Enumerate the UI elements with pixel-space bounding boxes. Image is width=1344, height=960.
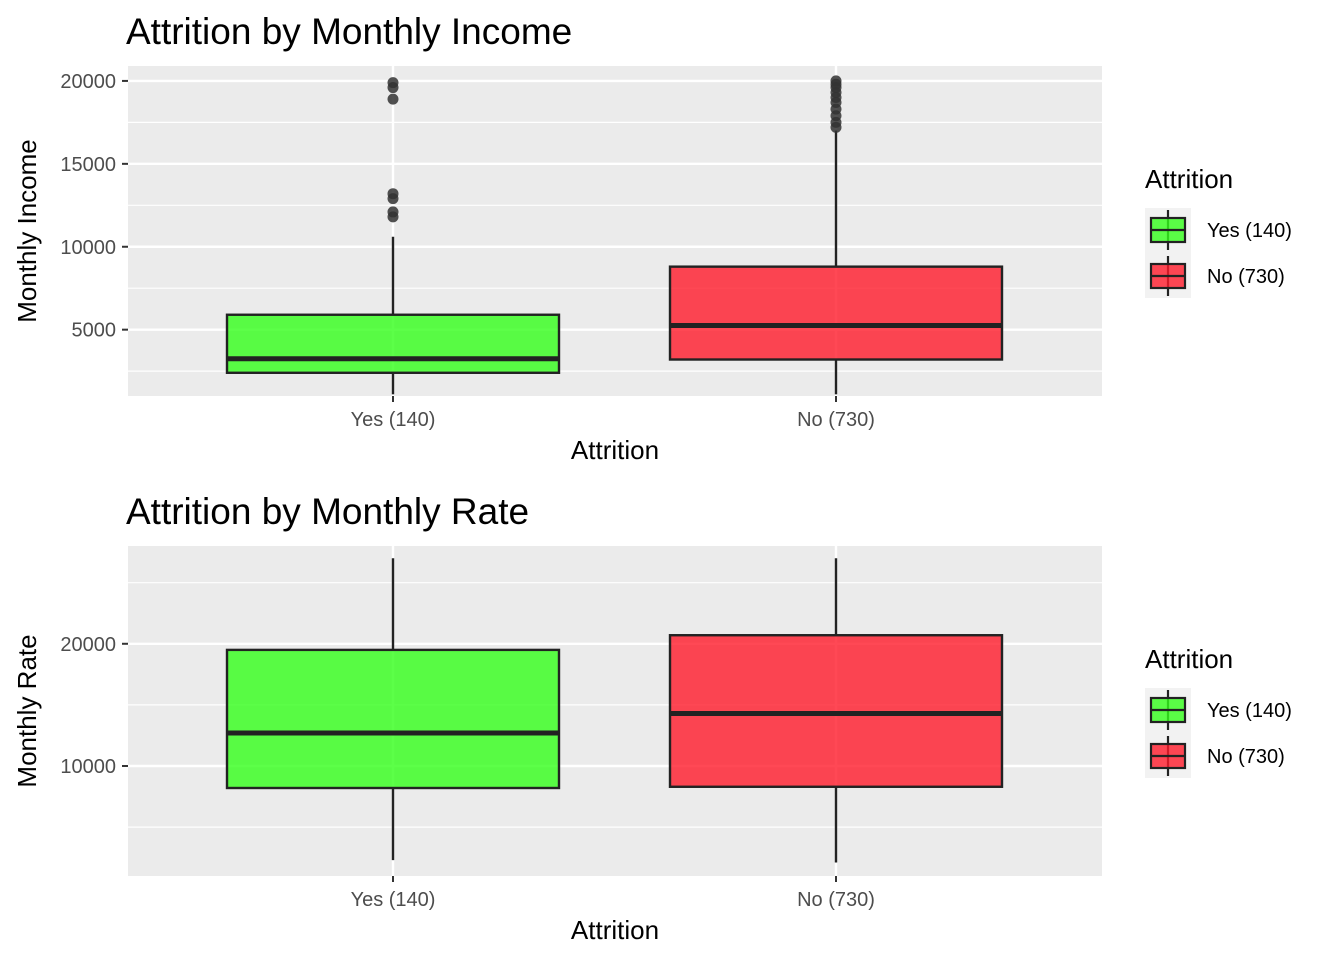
legend: Attrition Yes (140) No (730) <box>1145 644 1292 778</box>
x-tick-label: Yes (140) <box>351 409 436 431</box>
legend-key <box>1149 690 1187 730</box>
legend-key <box>1149 736 1187 776</box>
legend-label: Yes (140) <box>1207 220 1292 242</box>
box-body <box>225 648 561 790</box>
x-axis-title: Attrition <box>571 435 659 465</box>
chart-title: Attrition by Monthly Income <box>126 11 572 52</box>
chart-title: Attrition by Monthly Rate <box>126 491 529 532</box>
rate-chart: Attrition by Monthly Rate 10000 20000 Yes… <box>12 491 1292 945</box>
x-tick-label: No (730) <box>797 889 875 911</box>
y-axis-title: Monthly Rate <box>12 634 42 787</box>
x-tick-label: No (730) <box>797 409 875 431</box>
x-axis-title: Attrition <box>571 915 659 945</box>
legend-title: Attrition <box>1145 644 1233 674</box>
x-tick-label: Yes (140) <box>351 889 436 911</box>
legend-label: Yes (140) <box>1207 700 1292 722</box>
box-body <box>668 265 1004 361</box>
box-yes <box>225 558 561 861</box>
y-tick-label: 10000 <box>60 237 116 259</box>
outlier-point <box>387 188 399 200</box>
box-no <box>668 558 1004 863</box>
box-body <box>225 313 561 374</box>
y-tick-label: 20000 <box>60 634 116 656</box>
box-no <box>668 75 1004 395</box>
legend-key <box>1149 210 1187 250</box>
income-chart: Attrition by Monthly Income 5000 10000 150… <box>12 11 1292 465</box>
legend-label: No (730) <box>1207 266 1285 288</box>
box-yes <box>225 77 561 395</box>
y-tick-label: 5000 <box>72 320 117 342</box>
outlier-point <box>387 77 399 89</box>
y-tick-label: 20000 <box>60 71 116 93</box>
legend-label: No (730) <box>1207 746 1285 768</box>
legend: Attrition Yes (140) No (730) <box>1145 164 1292 298</box>
y-tick-label: 15000 <box>60 154 116 176</box>
y-axis-title: Monthly Income <box>12 139 42 323</box>
y-tick-label: 10000 <box>60 756 116 778</box>
outlier-point <box>830 75 842 87</box>
outlier-point <box>387 206 399 218</box>
legend-key <box>1149 256 1187 296</box>
outlier-point <box>387 93 399 105</box>
legend-title: Attrition <box>1145 164 1233 194</box>
